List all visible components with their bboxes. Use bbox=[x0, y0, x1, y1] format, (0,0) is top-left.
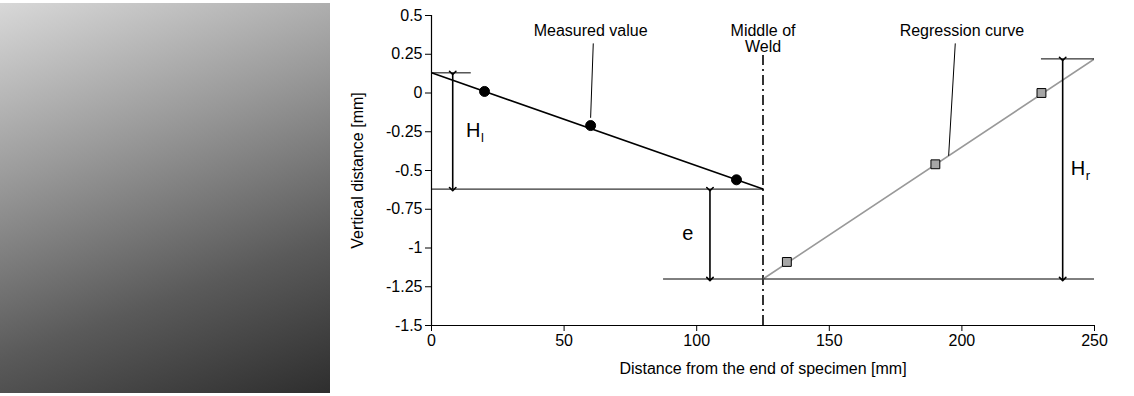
svg-text:150: 150 bbox=[816, 332, 843, 349]
svg-text:200: 200 bbox=[949, 332, 976, 349]
svg-text:-0.5: -0.5 bbox=[395, 162, 423, 179]
svg-text:-1.25: -1.25 bbox=[386, 278, 423, 295]
svg-text:50: 50 bbox=[555, 332, 573, 349]
svg-text:r: r bbox=[1086, 168, 1091, 183]
svg-text:-0.75: -0.75 bbox=[386, 200, 423, 217]
svg-text:Vertical distance [mm]: Vertical distance [mm] bbox=[349, 92, 366, 249]
svg-text:Distance from the end of speci: Distance from the end of specimen [mm] bbox=[619, 360, 906, 377]
svg-text:-1.5: -1.5 bbox=[395, 317, 423, 334]
svg-text:0: 0 bbox=[427, 332, 436, 349]
svg-text:H: H bbox=[1071, 157, 1085, 179]
svg-text:e: e bbox=[682, 222, 693, 244]
svg-text:l: l bbox=[481, 130, 484, 145]
svg-text:Measured value: Measured value bbox=[534, 22, 648, 39]
svg-text:-1: -1 bbox=[408, 239, 422, 256]
svg-text:0.5: 0.5 bbox=[400, 7, 422, 24]
svg-text:H: H bbox=[466, 119, 480, 141]
svg-text:250: 250 bbox=[1081, 332, 1108, 349]
svg-text:0.25: 0.25 bbox=[391, 45, 422, 62]
svg-text:-0.25: -0.25 bbox=[386, 123, 423, 140]
svg-text:Middle ofWeld: Middle ofWeld bbox=[731, 22, 796, 55]
svg-text:Regression curve: Regression curve bbox=[900, 22, 1025, 39]
svg-text:0: 0 bbox=[414, 84, 423, 101]
svg-text:100: 100 bbox=[683, 332, 710, 349]
